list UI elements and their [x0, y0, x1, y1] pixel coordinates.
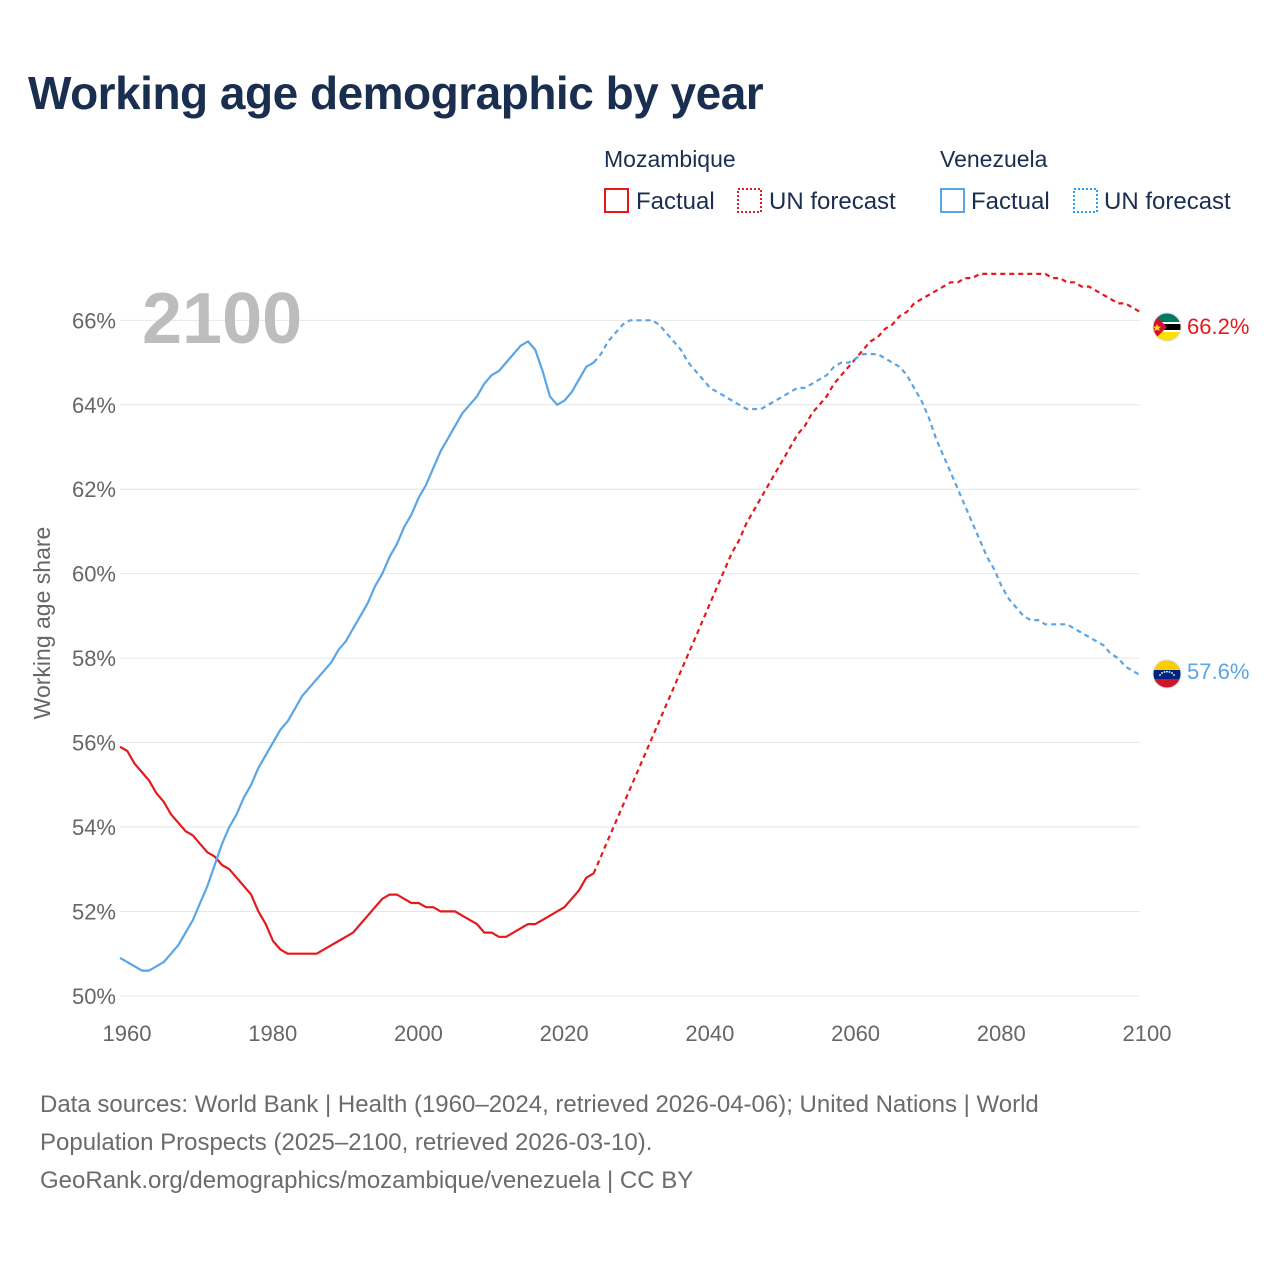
venezuela-flag-icon — [1152, 659, 1182, 689]
x-tick-label: 1960 — [103, 1021, 152, 1046]
venezuela-end-value: 57.6% — [1187, 659, 1249, 684]
legend-label-venezuela-forecast: UN forecast — [1104, 188, 1231, 215]
x-tick-label: 2000 — [394, 1021, 443, 1046]
y-tick-label: 52% — [72, 899, 116, 924]
legend: Mozambique Factual UN forecast Venezuela… — [604, 146, 1231, 215]
x-tick-label: 2080 — [977, 1021, 1026, 1046]
x-axis-ticks: 1960 1980 2000 2020 2040 2060 2080 2100 — [103, 1021, 1172, 1046]
legend-title-venezuela: Venezuela — [940, 146, 1048, 172]
series-venezuela-forecast-line — [592, 319, 1141, 676]
current-year-label: 2100 — [142, 279, 302, 359]
chart-title: Working age demographic by year — [28, 67, 764, 119]
series-mozambique-forecast-line — [592, 272, 1141, 874]
y-tick-label: 56% — [72, 731, 116, 756]
legend-swatch-venezuela-factual — [940, 188, 965, 213]
series-venezuela-factual-line — [119, 340, 595, 972]
y-tick-label: 58% — [72, 646, 116, 671]
footer-sources: Data sources: World Bank | Health (1960–… — [40, 1086, 1220, 1200]
legend-label-venezuela-factual: Factual — [971, 188, 1050, 215]
legend-swatch-mozambique-forecast — [737, 188, 762, 213]
footer-line-3: GeoRank.org/demographics/mozambique/vene… — [40, 1167, 694, 1194]
mozambique-end-value: 66.2% — [1187, 314, 1249, 339]
y-tick-label: 50% — [72, 984, 116, 1009]
legend-label-mozambique-forecast: UN forecast — [769, 188, 896, 215]
y-axis-label: Working age share — [29, 527, 55, 720]
x-tick-label: 1980 — [248, 1021, 297, 1046]
gridlines — [120, 319, 1140, 997]
footer-line-2: Population Prospects (2025–2100, retriev… — [40, 1129, 653, 1156]
x-tick-label: 2020 — [540, 1021, 589, 1046]
y-tick-label: 60% — [72, 562, 116, 587]
y-tick-label: 62% — [72, 477, 116, 502]
x-tick-label: 2100 — [1123, 1021, 1172, 1046]
x-tick-label: 2040 — [685, 1021, 734, 1046]
y-axis-ticks: 50% 52% 54% 56% 58% 60% 62% 64% 66% — [72, 308, 116, 1009]
x-tick-label: 2060 — [831, 1021, 880, 1046]
y-tick-label: 64% — [72, 393, 116, 418]
footer-line-1: Data sources: World Bank | Health (1960–… — [40, 1091, 1039, 1118]
y-tick-label: 66% — [72, 308, 116, 333]
line-chart: 50% 52% 54% 56% 58% 60% 62% 64% 66% 1960 1980 2000… — [29, 146, 1249, 1046]
legend-swatch-mozambique-factual — [604, 188, 629, 213]
legend-label-mozambique-factual: Factual — [636, 188, 715, 215]
legend-title-mozambique: Mozambique — [604, 146, 736, 172]
mozambique-flag-icon — [1152, 312, 1182, 342]
series-mozambique-factual-line — [119, 745, 595, 955]
series-lines — [119, 272, 1141, 972]
legend-swatch-venezuela-forecast — [1073, 188, 1098, 213]
y-tick-label: 54% — [72, 815, 116, 840]
